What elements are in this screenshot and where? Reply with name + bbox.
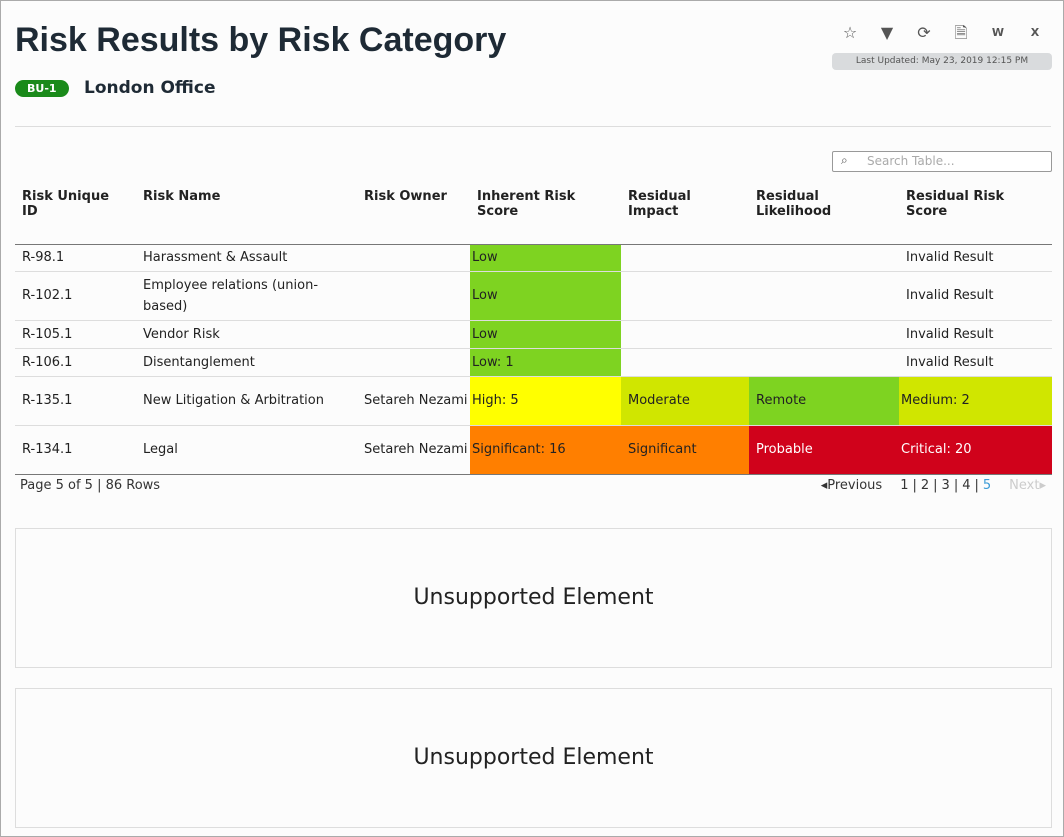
- table-row[interactable]: R-105.1 Vendor Risk Low Invalid Result: [15, 320, 1052, 349]
- table-cell: New Litigation & Arbitration: [136, 376, 357, 426]
- table-cell: [357, 320, 470, 349]
- table-cell: [621, 320, 749, 349]
- table-cell: Employee relations (union-based): [136, 271, 357, 321]
- search-input[interactable]: ⌕ Search Table...: [832, 151, 1052, 172]
- table-cell: [749, 244, 899, 272]
- table-cell: Remote: [749, 376, 899, 426]
- previous-label: Previous: [827, 478, 883, 493]
- table-cell: Invalid Result: [899, 320, 1052, 349]
- page-2[interactable]: 2: [920, 478, 930, 493]
- column-header[interactable]: Residual Likelihood: [749, 176, 899, 245]
- refresh-icon[interactable]: ⟳: [917, 23, 931, 42]
- column-header[interactable]: Residual Risk Score: [899, 176, 1052, 245]
- page-4[interactable]: 4: [962, 478, 971, 493]
- table-cell: [749, 271, 899, 321]
- business-unit-badge: BU-1: [15, 80, 69, 97]
- table-row[interactable]: R-134.1 Legal Setareh Nezami Significant: 1…: [15, 425, 1052, 475]
- table-cell: Setareh Nezami: [357, 376, 470, 426]
- table-cell: [621, 348, 749, 377]
- table-row[interactable]: R-98.1 Harassment & Assault Low Invalid Res…: [15, 244, 1052, 272]
- table-cell: Invalid Result: [899, 244, 1052, 272]
- table-cell: Low: [470, 271, 621, 321]
- office-name: London Office: [84, 78, 216, 98]
- table-cell: Significant: [621, 425, 749, 475]
- pdf-icon[interactable]: 🗎: [954, 23, 968, 42]
- table-cell: Probable: [749, 425, 899, 475]
- table-cell: Invalid Result: [899, 348, 1052, 377]
- column-header[interactable]: Inherent Risk Score: [470, 176, 621, 245]
- unsupported-panel: Unsupported Element: [15, 688, 1052, 828]
- next-button: Next▸: [1009, 478, 1046, 493]
- page-3[interactable]: 3: [941, 478, 950, 493]
- last-updated: Last Updated: May 23, 2019 12:15 PM: [832, 53, 1052, 70]
- previous-button[interactable]: ◂Previous: [820, 478, 883, 493]
- page-1[interactable]: 1: [900, 478, 909, 493]
- word-icon[interactable]: W: [991, 26, 1005, 39]
- pagination: ◂Previous 1 | 2 | 3 | 4 | 5 Next▸: [820, 478, 1046, 493]
- table-cell: R-102.1: [15, 271, 136, 321]
- search-icon: ⌕: [841, 153, 848, 167]
- divider: [15, 126, 1051, 127]
- next-label: Next: [1009, 478, 1040, 493]
- table-cell: High: 5: [470, 376, 621, 426]
- unsupported-panel: Unsupported Element: [15, 528, 1052, 668]
- table-cell: R-106.1: [15, 348, 136, 377]
- column-header[interactable]: Risk Name: [136, 176, 357, 245]
- table-cell: Disentanglement: [136, 348, 357, 377]
- table-cell: R-135.1: [15, 376, 136, 426]
- table-cell: Harassment & Assault: [136, 244, 357, 272]
- table-cell: [357, 271, 470, 321]
- column-header[interactable]: Residual Impact: [621, 176, 749, 245]
- table-cell: Significant: 16: [470, 425, 621, 475]
- table-cell: [357, 348, 470, 377]
- table-cell: Low: [470, 244, 621, 272]
- column-header[interactable]: Risk Unique ID: [15, 176, 136, 245]
- filter-icon[interactable]: ▼: [880, 23, 894, 42]
- table-cell: Low: [470, 320, 621, 349]
- search-placeholder: Search Table...: [867, 154, 955, 168]
- table-cell: Low: 1: [470, 348, 621, 377]
- table-row[interactable]: R-106.1 Disentanglement Low: 1 Invalid Resu…: [15, 348, 1052, 377]
- table-cell: [621, 244, 749, 272]
- page-5[interactable]: 5: [982, 478, 992, 493]
- table-cell: Invalid Result: [899, 271, 1052, 321]
- table-row[interactable]: R-102.1 Employee relations (union-based) L…: [15, 271, 1052, 321]
- table-cell: [749, 348, 899, 377]
- table-cell: Medium: 2: [899, 376, 1052, 426]
- table-cell: [621, 271, 749, 321]
- excel-icon[interactable]: X: [1030, 26, 1040, 39]
- column-header[interactable]: Risk Owner: [357, 176, 470, 245]
- table-cell: Moderate: [621, 376, 749, 426]
- table-cell: [357, 244, 470, 272]
- table-cell: Critical: 20: [899, 425, 1052, 475]
- table-cell: R-105.1: [15, 320, 136, 349]
- page-title: Risk Results by Risk Category: [15, 21, 507, 59]
- table-cell: Vendor Risk: [136, 320, 357, 349]
- risk-table: Risk Unique ID Risk Name Risk Owner Inheren…: [15, 176, 1052, 475]
- star-icon[interactable]: ☆: [842, 23, 858, 42]
- table-cell: [749, 320, 899, 349]
- page-info: Page 5 of 5 | 86 Rows: [20, 478, 161, 493]
- table-cell: Setareh Nezami: [357, 425, 470, 475]
- table-cell: R-134.1: [15, 425, 136, 475]
- table-cell: Legal: [136, 425, 357, 475]
- table-row[interactable]: R-135.1 New Litigation & Arbitration Setar…: [15, 376, 1052, 426]
- table-cell: R-98.1: [15, 244, 136, 272]
